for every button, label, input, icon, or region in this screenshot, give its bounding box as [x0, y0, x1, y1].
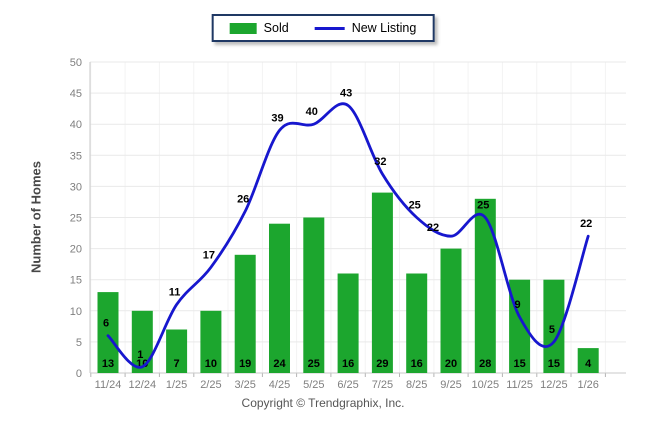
new-listing-line-icon [314, 26, 345, 30]
y-tick-label: 45 [70, 88, 82, 100]
bar-sold [269, 223, 290, 373]
line-point-label: 9 [515, 299, 521, 311]
bar-sold [234, 254, 256, 373]
bar-value-label: 16 [342, 358, 354, 370]
x-tick-label: 1/26 [577, 379, 598, 391]
line-point-label: 17 [203, 249, 215, 261]
y-tick-label: 10 [70, 306, 82, 318]
bar-sold [303, 217, 325, 373]
bar-value-label: 28 [479, 358, 491, 370]
line-point-label: 32 [374, 156, 386, 168]
x-tick-label: 4/25 [269, 379, 290, 391]
y-tick-label: 5 [76, 337, 82, 349]
copyright-text: Copyright © Trendgraphix, Inc. [241, 396, 405, 410]
x-tick-label: 6/25 [337, 379, 358, 391]
bar-sold [131, 310, 153, 373]
x-tick-label: 8/25 [406, 379, 427, 391]
y-tick-label: 15 [70, 275, 82, 287]
bar-value-label: 24 [273, 358, 286, 370]
y-tick-label: 40 [70, 119, 82, 131]
legend-item-sold: Sold [229, 21, 289, 35]
line-point-label: 25 [409, 200, 421, 212]
y-tick-label: 30 [70, 181, 82, 193]
bar-sold [371, 192, 393, 373]
x-tick-label: 5/25 [303, 379, 324, 391]
bar-sold [577, 348, 599, 373]
x-tick-label: 10/25 [472, 379, 500, 391]
bar-value-label: 10 [205, 358, 217, 370]
x-tick-label: 7/25 [372, 379, 393, 391]
x-tick-label: 1/25 [166, 379, 187, 391]
bar-value-label: 20 [445, 358, 457, 370]
line-point-label: 5 [549, 324, 555, 336]
x-tick-label: 3/25 [234, 379, 255, 391]
legend-label-new-listing: New Listing [351, 21, 417, 35]
y-tick-label: 50 [70, 57, 82, 69]
x-tick-label: 9/25 [440, 379, 461, 391]
line-point-label: 39 [271, 112, 283, 124]
bar-value-label: 19 [239, 358, 251, 370]
bar-sold [440, 248, 462, 373]
line-point-label: 11 [169, 287, 181, 299]
legend-item-new-listing: New Listing [314, 21, 417, 35]
bar-sold [166, 329, 188, 373]
bar-value-label: 4 [585, 358, 592, 370]
legend-label-sold: Sold [263, 21, 289, 35]
bar-sold [97, 292, 119, 373]
sold-swatch-icon [229, 22, 257, 34]
x-tick-label: 2/25 [200, 379, 221, 391]
bar-sold [543, 279, 565, 373]
bar-sold [337, 273, 359, 373]
bar-value-label: 7 [174, 358, 180, 370]
x-tick-label: 12/25 [540, 379, 568, 391]
bar-value-label: 29 [376, 358, 388, 370]
y-tick-label: 20 [70, 244, 82, 256]
x-tick-label: 11/24 [95, 379, 122, 391]
bar-value-label: 15 [513, 358, 525, 370]
bar-value-label: 15 [548, 358, 560, 370]
line-point-label: 1 [137, 349, 143, 361]
y-tick-label: 25 [70, 213, 82, 225]
x-tick-label: 12/24 [129, 379, 157, 391]
y-tick-label: 0 [76, 368, 82, 380]
bar-value-label: 16 [411, 358, 423, 370]
line-point-label: 22 [580, 218, 592, 230]
bar-sold [474, 198, 496, 373]
x-tick-label: 11/25 [506, 379, 533, 391]
line-point-label: 43 [340, 88, 352, 100]
bar-value-label: 13 [102, 358, 114, 370]
line-point-label: 40 [306, 106, 318, 118]
new-listing-line [106, 102, 590, 369]
bar-value-label: 25 [308, 358, 320, 370]
bar-sold [406, 273, 428, 373]
line-point-label: 25 [477, 200, 489, 212]
line-point-label: 6 [103, 318, 109, 330]
line-point-label: 26 [237, 193, 249, 205]
y-tick-label: 35 [70, 150, 82, 162]
line-point-label: 22 [427, 222, 439, 234]
legend: Sold New Listing [211, 14, 435, 42]
bar-sold [200, 310, 222, 373]
